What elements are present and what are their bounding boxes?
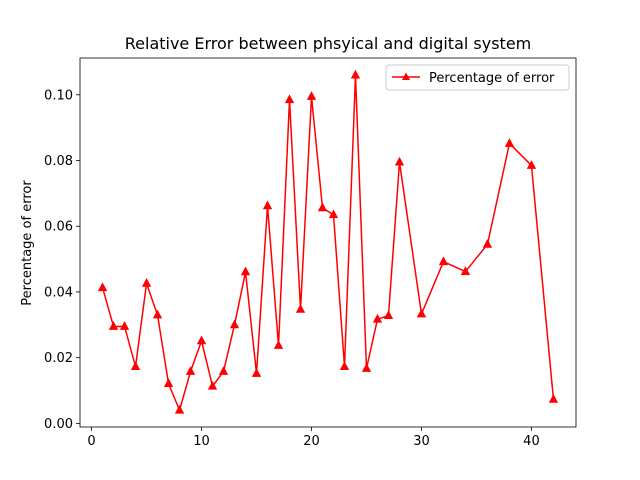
data-point-marker	[504, 138, 515, 147]
x-tick-label: 0	[87, 434, 95, 449]
data-point-marker	[383, 310, 394, 320]
data-point-marker	[174, 404, 185, 414]
data-point-marker	[152, 309, 163, 319]
data-point-marker	[328, 209, 339, 219]
y-tick-label: 0.02	[44, 351, 73, 366]
data-point-marker	[130, 361, 141, 370]
x-tick-label: 30	[413, 434, 430, 449]
data-point-marker	[196, 335, 207, 345]
chart-title: Relative Error between phsyical and digi…	[125, 34, 532, 53]
data-point-marker	[218, 366, 229, 375]
y-tick-label: 0.10	[44, 88, 73, 103]
data-point-marker	[240, 266, 251, 276]
data-point-marker	[526, 160, 537, 169]
x-tick-label: 10	[193, 434, 210, 449]
data-point-marker	[185, 366, 196, 375]
data-point-marker	[97, 282, 108, 292]
data-point-marker	[361, 363, 372, 372]
data-point-marker	[295, 304, 306, 313]
y-tick-label: 0.06	[44, 220, 73, 235]
data-point-marker	[273, 340, 284, 349]
data-point-marker	[416, 308, 427, 318]
data-point-marker	[460, 266, 471, 275]
data-point-marker	[251, 368, 262, 377]
y-tick-label: 0.08	[44, 154, 73, 169]
y-tick-label: 0.04	[44, 285, 73, 300]
legend-label: Percentage of error	[429, 71, 555, 86]
data-point-marker	[394, 156, 405, 166]
data-point-marker	[119, 321, 130, 330]
data-point-marker	[207, 380, 218, 390]
y-axis: 0.00 0.02 0.04 0.06 0.08 0.10	[44, 88, 80, 432]
legend-box	[385, 64, 570, 91]
data-point-marker	[339, 361, 350, 370]
legend-marker	[402, 72, 410, 80]
x-axis: 0 10 20 30 40	[87, 427, 540, 449]
data-point-marker	[350, 69, 361, 79]
x-tick-label: 20	[303, 434, 320, 449]
y-axis-label: Percentage of error	[20, 180, 35, 306]
data-point-marker	[141, 278, 152, 287]
data-point-marker	[306, 91, 317, 100]
data-point-marker	[284, 94, 295, 104]
data-point-marker	[262, 200, 273, 210]
data-point-marker	[108, 321, 119, 330]
legend: Percentage of error	[385, 64, 570, 91]
x-tick-label: 40	[523, 434, 540, 449]
plot-frame	[79, 57, 577, 428]
data-point-marker	[548, 394, 559, 403]
data-point-marker	[229, 319, 240, 329]
plot-area	[97, 69, 559, 414]
data-point-marker	[438, 256, 449, 266]
y-tick-label: 0.00	[44, 417, 73, 432]
data-point-marker	[482, 238, 493, 248]
data-point-marker	[163, 378, 174, 388]
data-point-marker	[317, 202, 328, 212]
data-point-marker	[372, 313, 383, 323]
